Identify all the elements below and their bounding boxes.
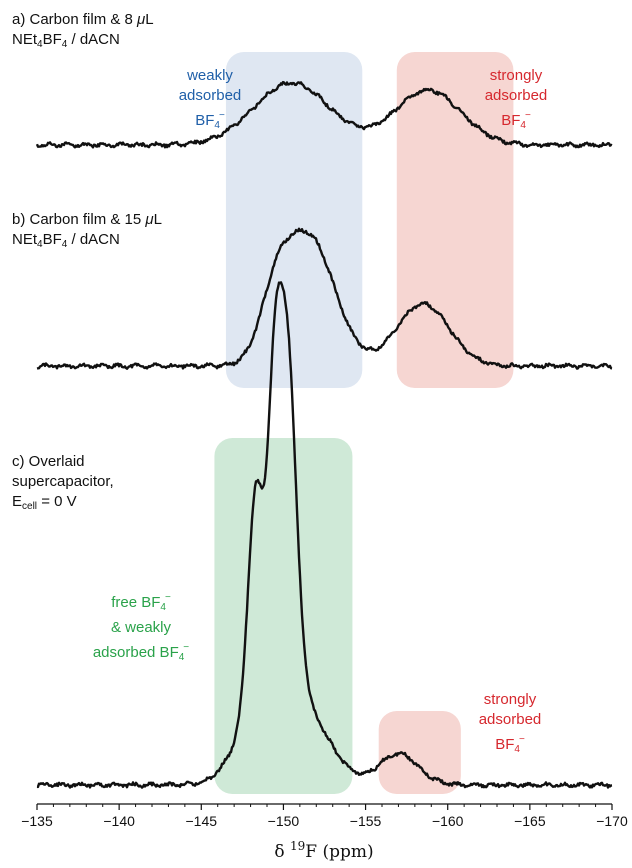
spectrum-trace-c — [36, 281, 613, 789]
annotation-strongly-adsorbed-a: strongly adsorbed BF4− — [484, 67, 548, 131]
x-tick-label: −160 — [432, 813, 464, 829]
region-weakly-adsorbed — [225, 52, 363, 388]
x-tick-label: −140 — [103, 813, 135, 829]
annotation-free-bf4: free BF4− & weakly adsorbed BF4− — [92, 592, 190, 663]
panel-c-label: c) Overlaid supercapacitor, Ecell = 0 V — [12, 453, 114, 512]
annotation-weakly-adsorbed: weakly adsorbed BF4− — [178, 67, 242, 131]
x-tick-label: −170 — [596, 813, 628, 829]
x-axis-title: δ 19F (ppm) — [274, 839, 373, 862]
annotation-strongly-adsorbed-c: strongly adsorbed BF4− — [478, 691, 542, 755]
x-tick-label: −145 — [186, 813, 218, 829]
x-tick-label: −135 — [21, 813, 53, 829]
x-axis: −135 −140 −145 −150 −155 −160 −165 −170 δ 19F (p… — [21, 803, 628, 862]
panel-b-label: b) Carbon film & 15 μL NEt4BF4 / dACN — [12, 211, 162, 250]
x-tick-label: −155 — [350, 813, 382, 829]
spectrum-trace-b — [36, 227, 613, 370]
spectra-traces — [35, 80, 613, 789]
x-tick-label: −150 — [268, 813, 300, 829]
shaded-regions — [214, 52, 514, 794]
x-tick-label: −165 — [514, 813, 546, 829]
region-strongly-adsorbed-c — [378, 711, 461, 794]
region-free-bf4 — [214, 438, 353, 794]
spectrum-trace-a — [35, 80, 613, 149]
panel-a-label: a) Carbon film & 8 μL NEt4BF4 / dACN — [12, 11, 154, 50]
